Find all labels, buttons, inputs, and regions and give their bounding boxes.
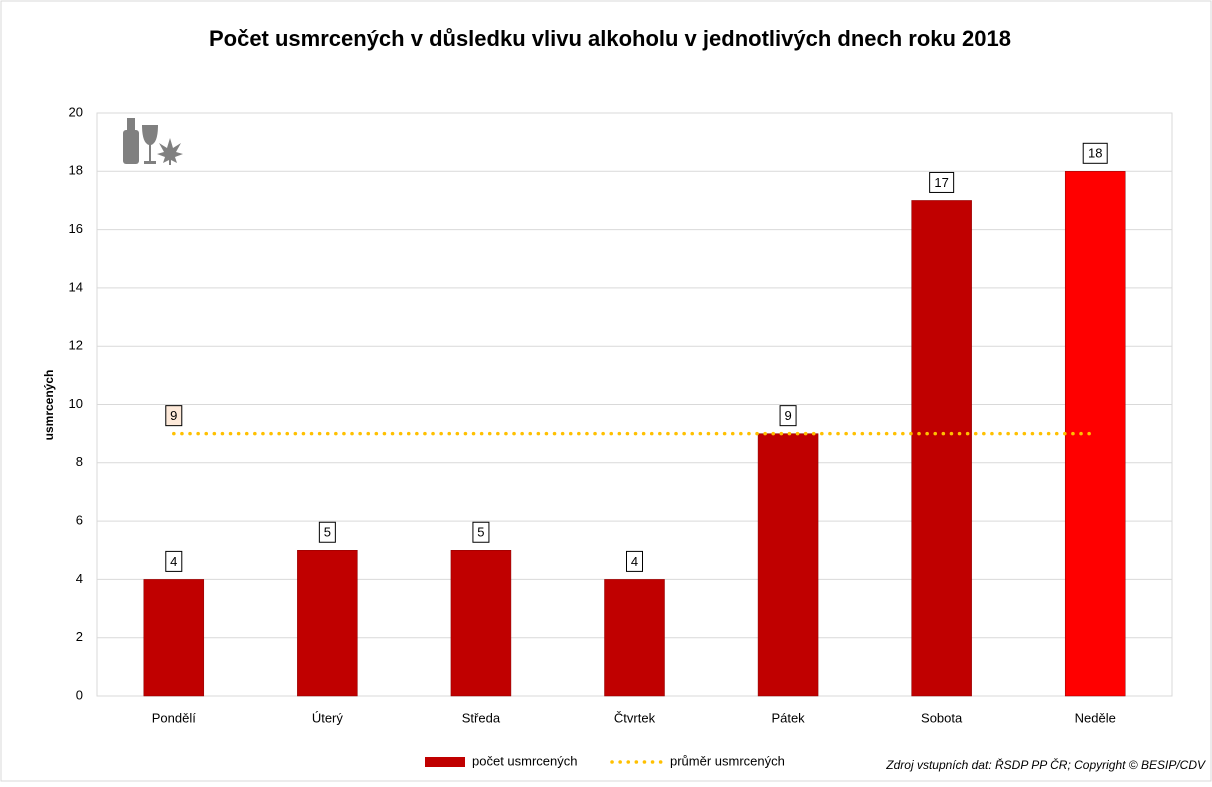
bar	[757, 433, 819, 697]
data-label-box	[318, 521, 336, 543]
x-tick-label: Neděle	[1075, 710, 1116, 725]
y-tick-label: 0	[76, 687, 83, 702]
x-tick-label: Pondělí	[152, 710, 196, 725]
bar	[911, 200, 972, 697]
data-label: 9	[170, 408, 177, 423]
data-label-box	[626, 550, 643, 572]
data-label: 5	[324, 525, 331, 540]
y-tick-label: 20	[69, 104, 83, 119]
data-label: 4	[170, 554, 177, 569]
y-axis-label: usmrcených	[42, 370, 56, 441]
chart-title: Počet usmrcených v důsledku vlivu alkoho…	[209, 26, 1011, 51]
data-label-box	[165, 550, 183, 572]
data-label: 18	[1088, 146, 1102, 161]
bar	[297, 550, 358, 697]
legend-label: průměr usmrcených	[670, 753, 785, 768]
bar	[1064, 171, 1126, 697]
data-label: 9	[784, 408, 791, 423]
data-label: 4	[631, 554, 638, 569]
data-label: 5	[477, 525, 484, 540]
data-label: 17	[934, 175, 948, 190]
legend-label: počet usmrcených	[472, 753, 578, 768]
source-note: Zdroj vstupních dat: ŘSDP PP ČR; Copyrig…	[885, 757, 1206, 772]
x-tick-label: Středa	[462, 710, 501, 725]
x-tick-label: Sobota	[921, 710, 963, 725]
data-label-box	[472, 521, 490, 543]
data-label-box	[929, 171, 955, 193]
y-tick-label: 12	[69, 338, 83, 353]
data-label-box	[165, 405, 183, 427]
y-tick-label: 4	[76, 571, 83, 586]
x-tick-label: Čtvrtek	[614, 710, 656, 725]
data-label-box	[779, 405, 797, 427]
bar	[450, 550, 512, 697]
y-tick-label: 2	[76, 629, 83, 644]
y-tick-label: 14	[69, 279, 83, 294]
y-tick-label: 16	[69, 221, 83, 236]
data-label-box	[1082, 142, 1108, 164]
legend-swatch	[425, 757, 465, 767]
y-tick-label: 10	[69, 396, 83, 411]
y-tick-label: 18	[69, 163, 83, 178]
x-tick-label: Pátek	[771, 710, 805, 725]
y-tick-label: 8	[76, 454, 83, 469]
bar	[143, 579, 205, 697]
y-tick-label: 6	[76, 513, 83, 528]
bar	[604, 579, 665, 697]
icon	[123, 118, 183, 165]
x-tick-label: Úterý	[312, 710, 344, 725]
